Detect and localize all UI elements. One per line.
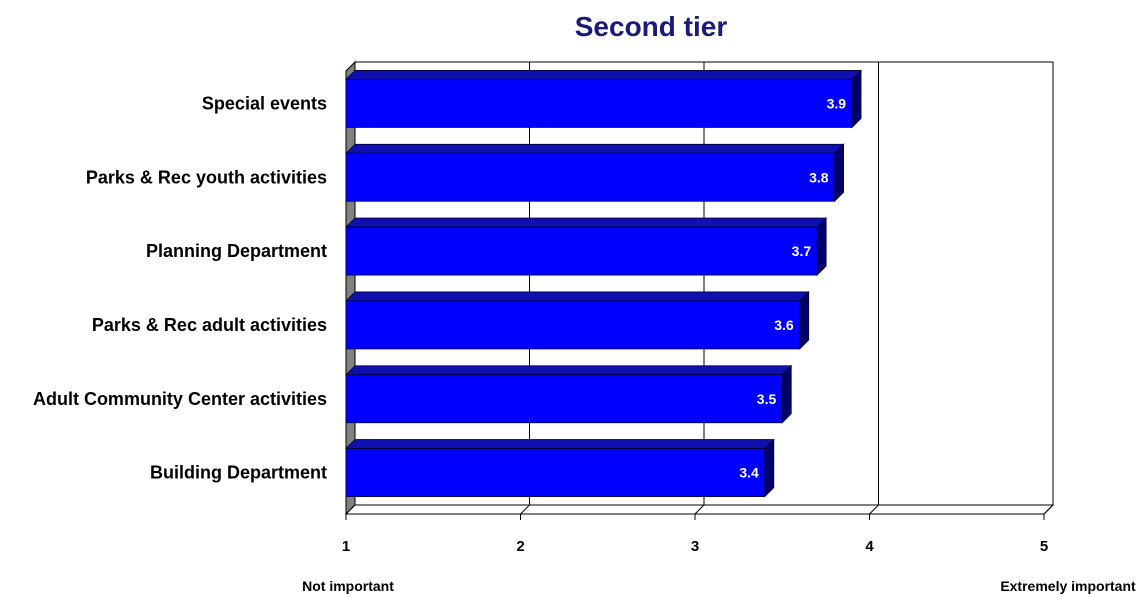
bar <box>345 300 801 350</box>
category-label: Parks & Rec adult activities <box>92 315 327 335</box>
category-label: Building Department <box>150 463 327 483</box>
bar-value-label: 3.9 <box>827 95 847 111</box>
floor-gridline <box>1043 504 1054 515</box>
category-label: Planning Department <box>146 241 327 261</box>
x-tick-label: 2 <box>516 538 524 555</box>
x-axis-ticks: 1 2 3 4 5 <box>342 514 1048 555</box>
bar-top-face <box>345 291 810 302</box>
bar-top-face <box>345 143 845 154</box>
category-label: Special events <box>202 93 327 113</box>
bar-value-label: 3.4 <box>739 465 759 481</box>
bar <box>345 79 853 128</box>
bar-value-label: 3.7 <box>792 243 812 259</box>
bar-side-face <box>834 143 844 203</box>
bar-side-face <box>781 364 792 424</box>
bar-top-face <box>345 365 793 376</box>
x-tick-label: 1 <box>342 538 350 555</box>
floor-gridline <box>520 504 530 515</box>
bar-top-face <box>345 217 828 228</box>
x-axis-high-anchor-label: Extremely important <box>1000 578 1136 594</box>
bar <box>345 152 836 202</box>
x-tick-label: 4 <box>865 538 874 555</box>
bar-group: 3.7 <box>345 217 828 277</box>
chart-gridlines <box>345 62 1054 515</box>
chart-bars: 3.9 3.8 3.7 3.6 3.5 3.4 <box>345 69 863 498</box>
x-tick-label: 3 <box>691 538 699 555</box>
chart-title: Second tier <box>575 11 728 42</box>
bar <box>345 448 766 497</box>
bar-group: 3.9 <box>345 69 863 129</box>
x-tick-label: 5 <box>1040 538 1048 555</box>
bar-side-face <box>816 217 827 277</box>
bar-value-label: 3.6 <box>774 317 794 333</box>
bar-top-face <box>345 439 775 449</box>
bar-side-face <box>799 290 810 350</box>
floor-gridline <box>694 504 705 515</box>
bar <box>345 226 818 276</box>
category-labels: Special events Parks & Rec youth activiti… <box>33 93 327 482</box>
bar-group: 3.6 <box>345 290 810 350</box>
bar-group: 3.4 <box>345 438 775 498</box>
category-label: Adult Community Center activities <box>33 389 327 409</box>
bar-top-face <box>345 70 863 80</box>
category-label: Parks & Rec youth activities <box>86 167 327 187</box>
bar-side-face <box>764 438 775 498</box>
bar-group: 3.8 <box>345 143 845 203</box>
floor-gridline <box>869 504 879 515</box>
bar-group: 3.5 <box>345 364 793 424</box>
x-axis-low-anchor-label: Not important <box>302 578 394 594</box>
floor-gridline <box>345 504 356 515</box>
bar-value-label: 3.5 <box>757 391 777 407</box>
bar <box>345 374 783 424</box>
bar-side-face <box>851 69 862 129</box>
bar-value-label: 3.8 <box>809 169 829 185</box>
